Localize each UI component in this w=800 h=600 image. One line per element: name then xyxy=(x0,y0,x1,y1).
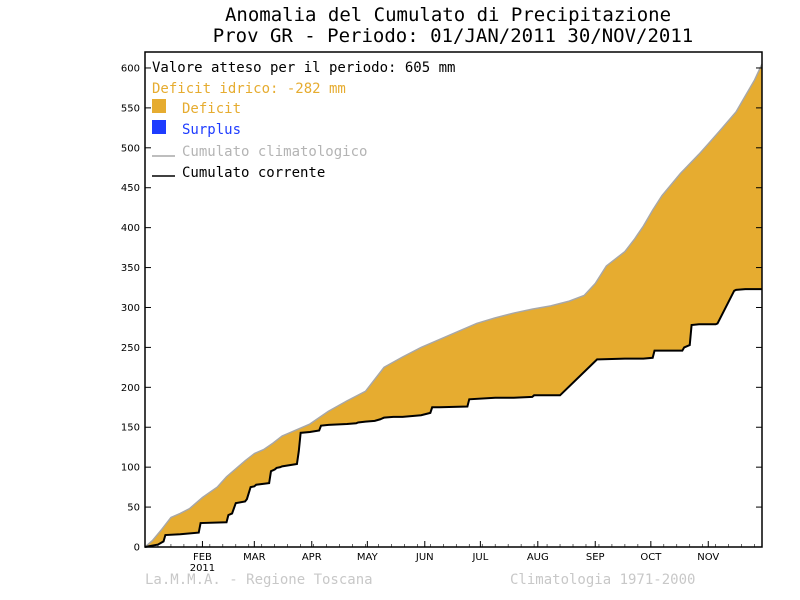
legend-surplus-label: Surplus xyxy=(182,122,241,138)
y-tick-label: 550 xyxy=(121,103,140,114)
x-tick-label: MAY xyxy=(357,552,379,563)
legend-current-label: Cumulato corrente xyxy=(182,165,325,181)
plot-frame xyxy=(144,51,763,548)
x-tick-label: AUG xyxy=(527,552,549,563)
current-line xyxy=(144,288,762,548)
x-tick-label: APR xyxy=(302,552,322,563)
x-tick-label: MAR xyxy=(243,552,265,563)
x-tick-label: NOV xyxy=(697,552,719,563)
y-tick-label: 200 xyxy=(121,383,140,394)
y-tick-label: 450 xyxy=(121,183,140,194)
y-tick-label: 0 xyxy=(134,543,140,554)
y-tick-label: 400 xyxy=(121,223,140,234)
x-tick-label: OCT xyxy=(640,552,662,563)
footer-source: La.M.M.A. - Regione Toscana xyxy=(145,572,373,588)
y-tick-label: 350 xyxy=(121,263,140,274)
y-tick-label: 150 xyxy=(121,423,140,434)
climatological-line xyxy=(144,63,763,548)
plot-area: 0 50 100 150 200 250 300 350 400 450 500 550 600 FEB M… xyxy=(121,63,763,574)
legend-climatological-label: Cumulato climatologico xyxy=(182,144,367,160)
deficit-area xyxy=(145,63,762,548)
y-tick-label: 50 xyxy=(127,503,140,514)
chart-title: Anomalia del Cumulato di Precipitazione xyxy=(225,4,671,26)
x-year-label: 2011 xyxy=(190,563,215,574)
chart-subtitle: Prov GR - Periodo: 01/JAN/2011 30/NOV/20… xyxy=(213,25,693,47)
legend-surplus-swatch xyxy=(152,120,166,134)
legend-deficit-swatch xyxy=(152,99,166,113)
y-tick-label: 250 xyxy=(121,343,140,354)
x-tick-label: SEP xyxy=(586,552,605,563)
legend-deficit-value: Deficit idrico: -282 mm xyxy=(152,81,346,97)
y-tick-label: 300 xyxy=(121,303,140,314)
y-tick-label: 100 xyxy=(121,463,140,474)
x-tick-label: JUL xyxy=(471,552,488,563)
legend: Valore atteso per il periodo: 605 mm Def… xyxy=(152,60,455,181)
x-tick-label: JUN xyxy=(415,552,434,563)
x-tick-label: FEB xyxy=(193,552,212,563)
y-tick-label: 500 xyxy=(121,143,140,154)
legend-deficit-label: Deficit xyxy=(182,101,241,117)
legend-expected-value: Valore atteso per il periodo: 605 mm xyxy=(152,60,455,76)
y-tick-label: 600 xyxy=(121,63,140,74)
footer-climatology: Climatologia 1971-2000 xyxy=(510,572,695,588)
